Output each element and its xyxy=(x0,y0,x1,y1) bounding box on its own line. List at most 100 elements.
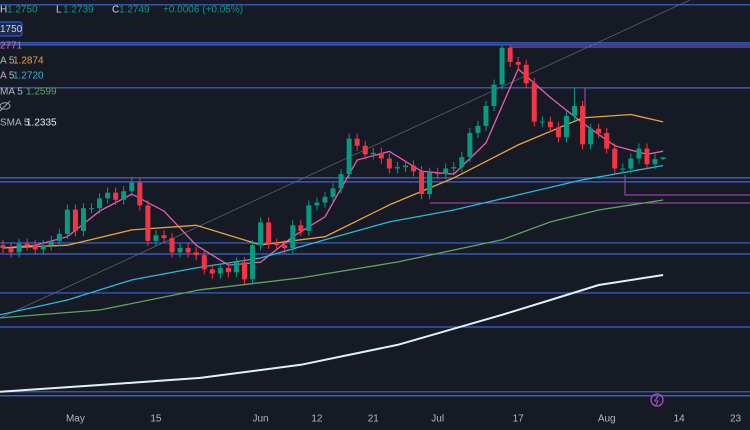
candle-body xyxy=(596,128,602,133)
x-tick-label: Jun xyxy=(253,414,269,425)
candle-body xyxy=(515,61,521,65)
candle-body xyxy=(56,233,62,241)
legend-value: 1.2874 xyxy=(13,56,44,67)
candle-body xyxy=(419,171,425,195)
candle-body xyxy=(483,105,489,126)
candle-body xyxy=(563,115,569,138)
candle-body xyxy=(475,125,481,133)
candle-body xyxy=(113,192,119,200)
legend-name: SMA 5 xyxy=(0,118,30,129)
candle-body xyxy=(346,138,352,175)
candle-body xyxy=(411,165,417,172)
candle-body xyxy=(129,182,135,192)
candle-body xyxy=(451,167,457,169)
eye-icon xyxy=(0,100,11,112)
candle-body xyxy=(64,209,70,234)
candle-body xyxy=(89,208,95,210)
ma-line xyxy=(0,199,664,319)
ma-line xyxy=(0,164,664,316)
candle-body xyxy=(306,205,312,231)
candle-body xyxy=(241,262,247,280)
candle-body xyxy=(161,235,167,239)
candle-body xyxy=(572,105,578,116)
candle-body xyxy=(185,248,191,253)
candle-body xyxy=(80,208,86,231)
trend-line xyxy=(0,0,691,319)
ma-line xyxy=(2,113,664,249)
candle-body xyxy=(588,128,594,145)
header-value: 1.2750 xyxy=(7,5,38,16)
candle-body xyxy=(386,158,392,169)
x-tick-label: May xyxy=(66,414,85,425)
candle-body xyxy=(105,192,111,199)
x-tick-label: Jul xyxy=(431,414,444,425)
candle-body xyxy=(628,158,634,169)
candle-body xyxy=(193,252,199,256)
event-icon xyxy=(650,393,664,407)
ma-line xyxy=(0,274,664,393)
candle-body xyxy=(32,245,38,250)
candle-body xyxy=(274,243,280,246)
price-box xyxy=(0,21,23,37)
candle-body xyxy=(660,157,666,160)
candle-body xyxy=(547,121,553,128)
candles xyxy=(0,45,666,285)
x-tick-label: 15 xyxy=(150,414,162,425)
candle-body xyxy=(40,245,46,250)
candle-body xyxy=(153,235,159,241)
candle-body xyxy=(467,132,473,158)
candle-body xyxy=(169,238,175,253)
candle-body xyxy=(499,47,505,85)
x-tick-label: 23 xyxy=(730,414,742,425)
candle-body xyxy=(250,245,256,280)
eye-strike xyxy=(0,100,11,112)
candle-body xyxy=(394,167,400,169)
candle-body xyxy=(0,245,6,249)
candle-body xyxy=(338,174,344,189)
candle-body xyxy=(652,159,658,165)
candle-body xyxy=(137,182,143,206)
legend-name: A 5 xyxy=(0,56,15,67)
candle-body xyxy=(362,145,368,155)
candle-body xyxy=(322,196,328,203)
candle-body xyxy=(121,191,127,200)
header-value: 1.2749 xyxy=(119,5,150,16)
candle-body xyxy=(491,84,497,106)
candle-body xyxy=(555,127,561,138)
candle-body xyxy=(97,198,103,209)
candle-body xyxy=(523,64,529,84)
candle-body xyxy=(370,152,376,155)
legend-value: 1.2335 xyxy=(26,118,57,129)
candle-body xyxy=(258,222,264,246)
legend-value: 1.2599 xyxy=(26,87,57,98)
candle-body xyxy=(298,225,304,231)
candle-body xyxy=(378,152,384,159)
candle-body xyxy=(24,243,30,246)
candle-body xyxy=(435,172,441,175)
header-change: +0.0006 (+0.05%) xyxy=(163,5,243,16)
legend-value: 2771 xyxy=(0,41,23,52)
price-box-label: 1750 xyxy=(0,24,23,35)
candle-body xyxy=(225,267,231,273)
event-icon-circle xyxy=(650,393,664,407)
legend-name: MA 5 xyxy=(0,87,23,98)
candle-body xyxy=(402,165,408,168)
candle-body xyxy=(314,202,320,206)
x-tick-label: Aug xyxy=(598,414,616,425)
candle-body xyxy=(507,47,513,62)
header-key: H xyxy=(0,5,7,16)
candle-body xyxy=(217,267,223,274)
candle-body xyxy=(443,168,449,175)
candle-body xyxy=(209,269,215,274)
candle-body xyxy=(290,225,296,249)
candle-body xyxy=(330,188,336,197)
candle-body xyxy=(644,148,650,165)
legend: 1750 H 1.2750 L 1.2739 C 1.2749 +0.0006 (+0.05… xyxy=(0,5,243,129)
candle-body xyxy=(580,105,586,145)
candle-body xyxy=(8,248,14,253)
candle-body xyxy=(620,168,626,170)
candle-body xyxy=(282,245,288,249)
candle-body xyxy=(48,240,54,246)
